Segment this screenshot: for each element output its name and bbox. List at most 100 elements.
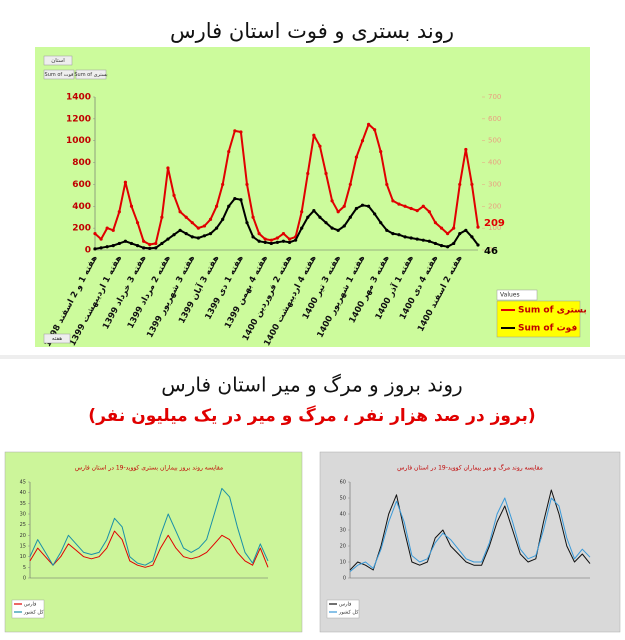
data-point bbox=[111, 228, 115, 232]
data-point bbox=[251, 215, 255, 219]
data-point bbox=[306, 215, 310, 219]
data-point bbox=[403, 235, 407, 239]
data-point bbox=[342, 224, 346, 228]
data-point bbox=[142, 246, 146, 250]
data-point bbox=[184, 232, 188, 236]
data-point bbox=[324, 221, 328, 225]
data-point bbox=[464, 228, 468, 232]
data-point bbox=[403, 204, 407, 208]
y2-tick-label: 500 bbox=[488, 137, 501, 145]
chart-title: مقایسه روند مرگ و میر بیماران کووید-19 د… bbox=[397, 463, 543, 472]
series-line bbox=[29, 530, 269, 568]
data-point bbox=[336, 210, 340, 214]
data-point bbox=[439, 244, 444, 248]
data-point bbox=[379, 150, 383, 154]
data-point bbox=[415, 237, 419, 241]
data-point bbox=[433, 221, 438, 225]
data-point bbox=[196, 226, 200, 230]
data-point bbox=[324, 171, 328, 176]
y-tick-label: 40 bbox=[20, 490, 26, 496]
y2-tick-label: 0 bbox=[488, 246, 492, 254]
data-point bbox=[105, 226, 109, 230]
data-point bbox=[476, 243, 480, 247]
data-point bbox=[172, 233, 176, 237]
data-point bbox=[397, 202, 401, 206]
y-tick-label: 600 bbox=[72, 180, 91, 190]
data-point bbox=[446, 232, 450, 236]
y-tick-label: 10 bbox=[340, 560, 346, 566]
filter-button-label: استان bbox=[51, 58, 65, 64]
data-point bbox=[415, 209, 419, 213]
data-point bbox=[239, 130, 243, 134]
y-tick-label: 1000 bbox=[66, 136, 91, 146]
series-line bbox=[29, 487, 269, 566]
y-tick-label: 0 bbox=[23, 576, 26, 582]
separator bbox=[0, 355, 625, 359]
data-point bbox=[391, 199, 395, 203]
data-point bbox=[373, 128, 377, 132]
data-point bbox=[227, 204, 231, 208]
data-point bbox=[269, 238, 273, 242]
data-point bbox=[330, 199, 334, 203]
legend-label: فارس bbox=[24, 602, 37, 608]
data-point bbox=[257, 232, 261, 236]
data-point bbox=[196, 236, 200, 240]
data-point bbox=[166, 237, 170, 241]
section-subtitle: (بروز در صد هزار نفر ، مرگ و میر در یک م… bbox=[88, 406, 535, 426]
data-point bbox=[263, 237, 267, 241]
field-button bbox=[43, 69, 75, 80]
data-point bbox=[318, 215, 322, 219]
data-point bbox=[306, 171, 310, 176]
data-point bbox=[300, 210, 304, 214]
data-point bbox=[160, 241, 164, 246]
data-point bbox=[99, 246, 103, 250]
y-tick-label: 200 bbox=[72, 224, 91, 234]
data-point bbox=[470, 182, 474, 187]
data-point bbox=[421, 204, 425, 208]
chart-panel bbox=[319, 451, 621, 633]
data-point bbox=[129, 241, 134, 246]
y-tick-label: 20 bbox=[20, 533, 26, 539]
legend-label: فارس bbox=[339, 602, 352, 608]
data-point bbox=[427, 239, 431, 243]
data-point bbox=[233, 129, 237, 133]
y-tick-label: 0 bbox=[85, 246, 91, 256]
data-point bbox=[245, 182, 249, 187]
y2-tick-label: 200 bbox=[488, 202, 501, 210]
data-point bbox=[452, 241, 456, 246]
y2-tick-label: 300 bbox=[488, 180, 501, 188]
y-tick-label: 50 bbox=[340, 496, 346, 502]
data-point bbox=[184, 215, 188, 219]
data-point bbox=[348, 215, 352, 219]
data-point bbox=[148, 246, 152, 250]
data-point bbox=[385, 228, 389, 232]
chart-panel bbox=[4, 451, 303, 633]
data-point bbox=[135, 244, 140, 248]
data-point bbox=[93, 232, 97, 236]
data-point bbox=[464, 147, 468, 152]
data-point bbox=[354, 155, 359, 159]
data-point bbox=[239, 198, 243, 202]
data-point bbox=[458, 232, 462, 236]
data-point bbox=[409, 206, 413, 211]
data-point bbox=[397, 233, 401, 237]
main-title: روند بستری و فوت استان فارس bbox=[170, 19, 454, 43]
legend-label: کل کشور bbox=[338, 610, 359, 616]
y2-tick-label: 600 bbox=[488, 115, 501, 123]
data-point bbox=[312, 209, 316, 213]
data-point bbox=[470, 235, 474, 239]
data-point bbox=[281, 239, 286, 243]
data-point bbox=[99, 237, 103, 241]
data-point bbox=[117, 241, 121, 246]
data-point bbox=[476, 225, 480, 229]
data-point bbox=[129, 204, 134, 208]
axis-button-label: هفته bbox=[52, 336, 62, 342]
series-line bbox=[349, 497, 591, 572]
legend-label: Sum of فوت bbox=[518, 324, 577, 334]
y-tick-label: 45 bbox=[20, 480, 26, 486]
y-tick-label: 800 bbox=[72, 158, 91, 168]
data-point bbox=[433, 241, 438, 246]
data-point bbox=[427, 210, 431, 214]
data-point bbox=[160, 215, 164, 219]
series-line bbox=[94, 197, 479, 250]
